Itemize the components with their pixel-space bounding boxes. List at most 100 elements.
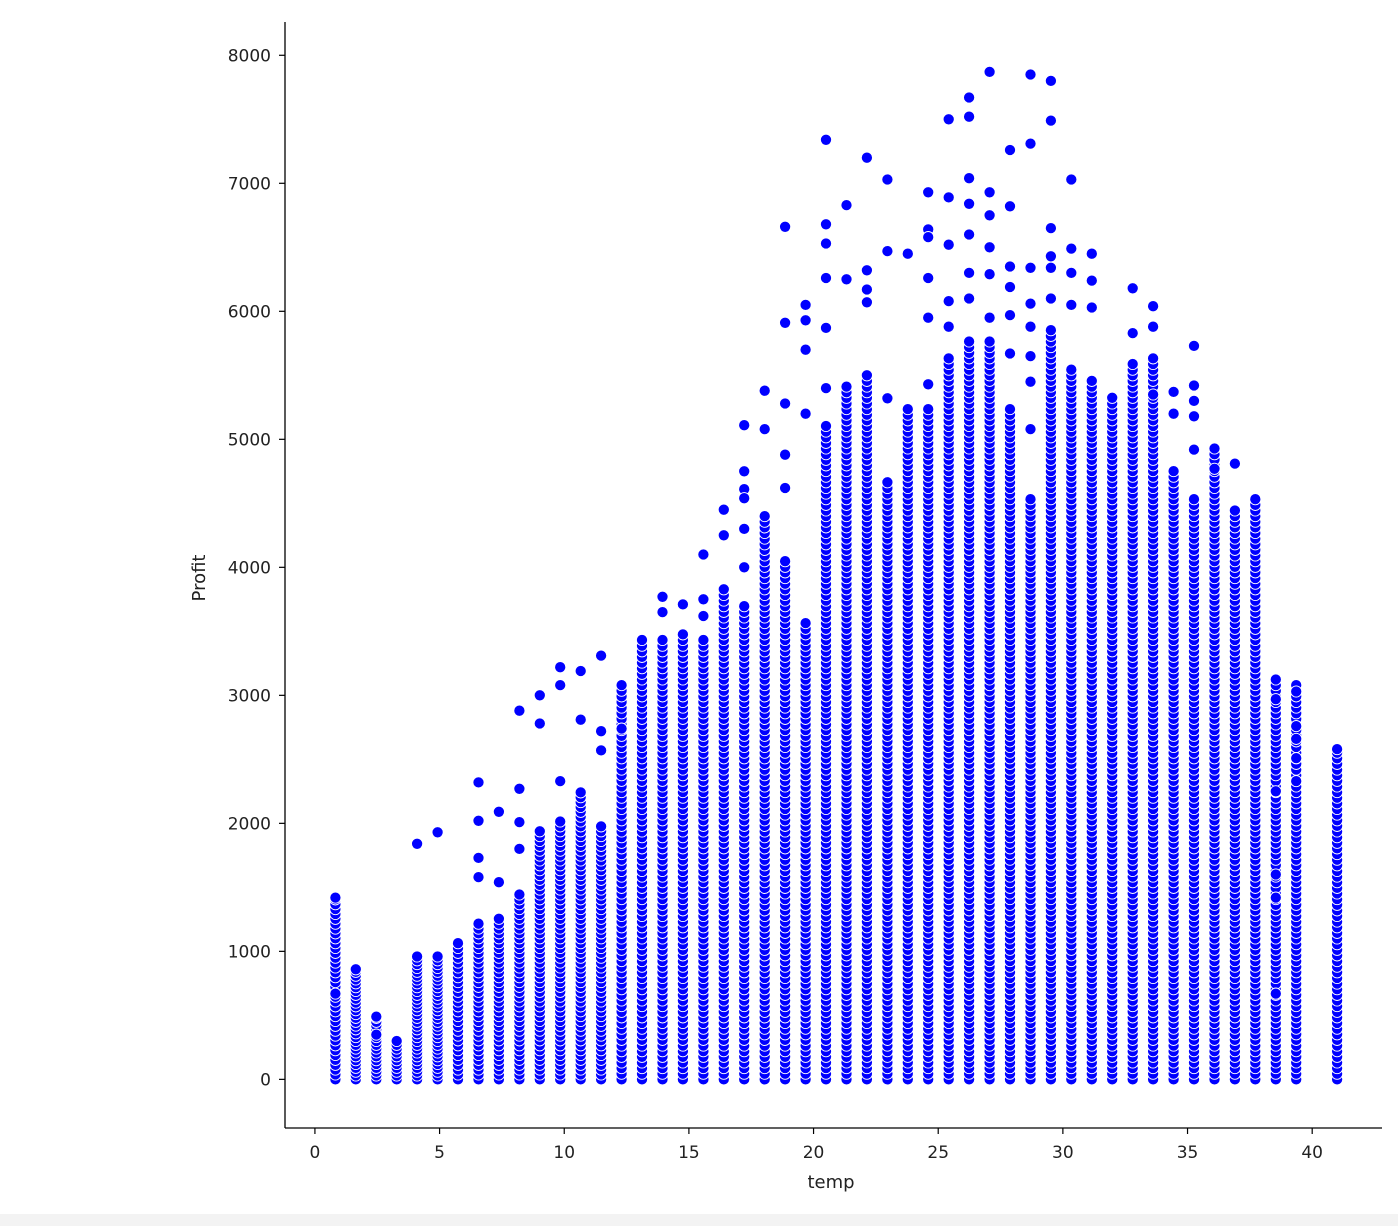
x-tick-label: 15 (678, 1143, 700, 1163)
scatter-point (1269, 673, 1282, 686)
scatter-points (329, 65, 1344, 1086)
scatter-point (922, 231, 935, 244)
y-tick-label: 0 (260, 1070, 271, 1090)
scatter-point (1024, 137, 1037, 150)
scatter-point (349, 963, 362, 976)
scatter-point (574, 664, 587, 678)
scatter-point (779, 555, 792, 568)
y-tick-label: 1000 (228, 942, 271, 962)
scatter-point (1044, 222, 1057, 235)
scatter-point (1187, 443, 1201, 456)
scatter-point (697, 609, 710, 623)
scatter-point (554, 775, 567, 788)
scatter-point (656, 606, 669, 619)
scatter-point (942, 191, 955, 204)
scatter-point (738, 492, 751, 505)
scatter-point (472, 917, 485, 930)
scatter-point (819, 321, 833, 334)
scatter-point (1147, 352, 1160, 365)
scatter-point (799, 343, 812, 356)
scatter-point (819, 419, 833, 433)
x-ticks: 0 5 10 15 20 25 30 35 40 (310, 1128, 1323, 1163)
scatter-point (983, 186, 996, 199)
scatter-point (922, 378, 935, 391)
scatter-point (1065, 363, 1078, 376)
scatter-point (942, 295, 955, 308)
scatter-point (533, 717, 546, 730)
scatter-point (513, 842, 526, 855)
y-tick-label: 2000 (228, 814, 271, 834)
scatter-point (799, 407, 812, 420)
scatter-point (922, 271, 935, 285)
scatter-point (963, 91, 976, 104)
scatter-point (1065, 266, 1078, 279)
scatter-point (390, 1034, 403, 1048)
scatter-point (922, 403, 935, 416)
scatter-point (635, 633, 649, 647)
scatter-point (881, 476, 894, 489)
scatter-point (963, 228, 976, 241)
scatter-point (1187, 394, 1201, 407)
scatter-point (656, 590, 669, 603)
scatter-point (922, 186, 935, 199)
y-tick-label: 8000 (228, 46, 271, 66)
scatter-point (513, 782, 526, 795)
scatter-point (513, 888, 526, 901)
scatter-point (554, 815, 567, 828)
scatter-point (1024, 297, 1037, 310)
scatter-point (758, 423, 771, 436)
x-tick-label: 10 (553, 1143, 575, 1163)
scatter-point (1003, 309, 1017, 322)
scatter-point (1290, 732, 1303, 745)
scatter-point (819, 271, 833, 285)
scatter-point (1085, 374, 1098, 387)
scatter-point (717, 583, 730, 596)
scatter-point (1269, 891, 1282, 904)
scatter-point (1331, 743, 1344, 756)
scatter-point (1024, 68, 1037, 81)
scatter-point (533, 689, 546, 702)
scatter-point (676, 628, 689, 641)
scatter-point (840, 199, 853, 212)
scatter-point (840, 380, 853, 393)
x-tick-label: 40 (1301, 1143, 1323, 1163)
scatter-point (1187, 410, 1201, 423)
scatter-point (881, 245, 894, 258)
scatter-point (492, 876, 505, 889)
scatter-point (411, 950, 424, 963)
scatter-point (1044, 74, 1057, 87)
scatter-point (656, 633, 669, 647)
scatter-point (1147, 320, 1160, 333)
scatter-point (942, 238, 955, 251)
scatter-point (1187, 379, 1201, 392)
scatter-point (1106, 391, 1119, 404)
scatter-point (738, 419, 751, 432)
scatter-point (370, 1028, 383, 1041)
scatter-point (860, 296, 873, 309)
scatter-point (779, 397, 792, 410)
scatter-point (1167, 385, 1180, 398)
x-tick-label: 30 (1052, 1143, 1074, 1163)
scatter-point (1044, 324, 1057, 337)
scatter-point (799, 314, 812, 327)
scatter-point (799, 298, 812, 311)
scatter-point (860, 264, 873, 277)
scatter-point (1187, 339, 1201, 352)
scatter-point (942, 352, 955, 365)
scatter-point (779, 448, 792, 461)
scatter-point (472, 814, 485, 827)
scatter-point (492, 912, 505, 925)
scatter-point (1228, 504, 1241, 517)
scatter-point (1208, 462, 1221, 475)
x-tick-label: 0 (310, 1143, 321, 1163)
scatter-point (329, 891, 342, 904)
scatter-point (411, 837, 424, 850)
scatter-point (1065, 173, 1078, 186)
scatter-point (1065, 242, 1078, 255)
scatter-point (1249, 493, 1262, 506)
y-tick-label: 5000 (228, 430, 271, 450)
scatter-point (881, 173, 894, 186)
scatter-point (1044, 250, 1057, 263)
scatter-point (963, 110, 976, 123)
